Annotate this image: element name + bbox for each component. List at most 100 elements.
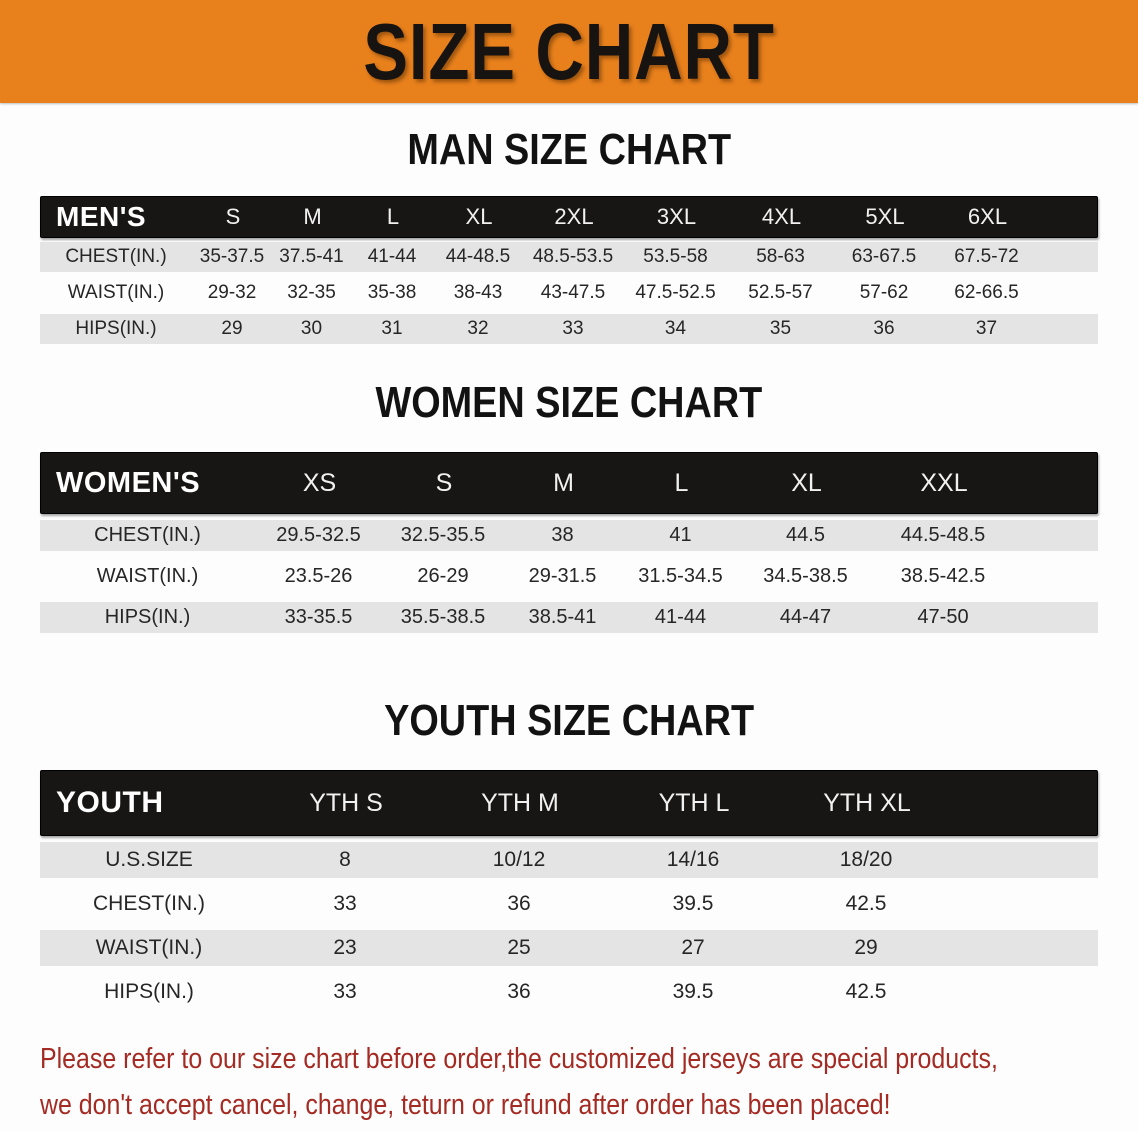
men-col-header: 4XL <box>761 204 802 229</box>
youth-ussize-row: U.S.SIZE 8 10/12 14/16 18/20 <box>40 842 1098 878</box>
cell: 38 <box>551 524 574 546</box>
disclaimer-line-1: Please refer to our size chart before or… <box>40 1043 998 1075</box>
cell: 44.5 <box>786 524 825 546</box>
cell: 42.5 <box>845 980 887 1003</box>
cell: 34.5-38.5 <box>763 565 848 587</box>
cell: 41-44 <box>654 606 707 628</box>
cell: 36 <box>507 980 531 1003</box>
cell: 37.5-41 <box>279 246 344 267</box>
women-table-header-row: WOMEN'S XS S M L XL XXL <box>40 452 1098 514</box>
cell: 25 <box>507 936 531 959</box>
men-section-heading-text: MAN SIZE CHART <box>407 125 731 174</box>
cell: 29 <box>854 936 878 959</box>
row-label: HIPS(IN.) <box>104 606 191 628</box>
cell: 29-32 <box>207 282 257 303</box>
youth-waist-row: WAIST(IN.) 23 25 27 29 <box>40 930 1098 966</box>
cell: 32.5-35.5 <box>400 524 486 546</box>
women-table-title: WOMEN'S <box>56 466 201 499</box>
cell: 23.5-26 <box>284 565 353 587</box>
cell: 29-31.5 <box>528 565 597 587</box>
women-hips-row: HIPS(IN.) 33-35.5 35.5-38.5 38.5-41 41-4… <box>40 602 1098 633</box>
cell: 31.5-34.5 <box>638 565 723 587</box>
cell: 58-63 <box>756 246 805 267</box>
youth-table-header-row: YOUTH YTH S YTH M YTH L YTH XL <box>40 770 1098 836</box>
women-col-header: XL <box>791 468 822 497</box>
cell: 39.5 <box>672 892 714 915</box>
banner-title: SIZE CHART <box>363 6 775 96</box>
cell: 33 <box>333 980 357 1003</box>
women-col-header: L <box>674 468 689 497</box>
cell: 10/12 <box>492 848 546 871</box>
row-label: U.S.SIZE <box>105 848 193 871</box>
men-col-header: 5XL <box>865 204 905 229</box>
youth-table-title: YOUTH <box>56 786 164 819</box>
men-col-header: XL <box>465 204 493 229</box>
row-label: HIPS(IN.) <box>104 980 194 1003</box>
men-col-header: L <box>386 204 400 229</box>
cell: 33-35.5 <box>284 606 353 628</box>
women-col-header: XXL <box>920 468 968 497</box>
women-waist-row: WAIST(IN.) 23.5-26 26-29 29-31.5 31.5-34… <box>40 561 1098 592</box>
cell: 30 <box>300 318 323 339</box>
women-section-heading: WOMEN SIZE CHART <box>0 381 1138 425</box>
disclaimer: Please refer to our size chart before or… <box>40 1036 1138 1128</box>
cell: 43-47.5 <box>540 282 606 303</box>
cell: 47.5-52.5 <box>635 282 716 303</box>
cell: 36 <box>507 892 531 915</box>
cell: 18/20 <box>839 848 893 871</box>
cell: 39.5 <box>672 980 714 1003</box>
men-hips-row: HIPS(IN.) 29 30 31 32 33 34 35 36 37 <box>40 314 1098 344</box>
men-col-header: 2XL <box>554 204 594 229</box>
women-chest-row: CHEST(IN.) 29.5-32.5 32.5-35.5 38 41 44.… <box>40 520 1098 551</box>
men-table-header-row: MEN'S S M L XL 2XL 3XL 4XL 5XL 6XL <box>40 196 1098 238</box>
cell: 26-29 <box>417 565 469 587</box>
cell: 33 <box>333 892 357 915</box>
youth-size-table: YOUTH YTH S YTH M YTH L YTH XL U.S.SIZE … <box>40 770 1098 1010</box>
men-col-header: S <box>225 204 241 229</box>
cell: 35.5-38.5 <box>400 606 486 628</box>
cell: 41 <box>669 524 692 546</box>
youth-hips-row: HIPS(IN.) 33 36 39.5 42.5 <box>40 974 1098 1010</box>
row-label: WAIST(IN.) <box>95 936 203 959</box>
cell: 53.5-58 <box>643 246 708 267</box>
cell: 38.5-42.5 <box>900 565 986 587</box>
cell: 29 <box>221 318 243 339</box>
youth-section-heading-text: YOUTH SIZE CHART <box>383 696 754 745</box>
youth-col-header: YTH M <box>481 788 559 817</box>
disclaimer-line-2: we don't accept cancel, change, teturn o… <box>40 1089 891 1121</box>
women-col-header: XS <box>302 468 337 497</box>
youth-col-header: YTH S <box>309 788 383 817</box>
women-col-header: M <box>553 468 574 497</box>
row-label: HIPS(IN.) <box>75 318 157 339</box>
row-label: CHEST(IN.) <box>65 246 167 267</box>
cell: 29.5-32.5 <box>276 524 361 546</box>
cell: 41-44 <box>367 246 417 267</box>
cell: 35 <box>769 318 792 339</box>
women-size-table: WOMEN'S XS S M L XL XXL CHEST(IN.) 29.5-… <box>40 452 1098 633</box>
cell: 44-48.5 <box>445 246 511 267</box>
cell: 44-47 <box>779 606 832 628</box>
cell: 47-50 <box>917 606 969 628</box>
cell: 34 <box>664 318 687 339</box>
cell: 63-67.5 <box>851 246 917 267</box>
banner: SIZE CHART <box>0 0 1138 103</box>
cell: 35-38 <box>367 282 417 303</box>
men-size-table: MEN'S S M L XL 2XL 3XL 4XL 5XL 6XL CHEST… <box>40 196 1098 344</box>
row-label: WAIST(IN.) <box>67 282 165 303</box>
cell: 37 <box>975 318 998 339</box>
cell: 38-43 <box>453 282 503 303</box>
men-chest-row: CHEST(IN.) 35-37.5 37.5-41 41-44 44-48.5… <box>40 242 1098 272</box>
cell: 14/16 <box>666 848 720 871</box>
cell: 62-66.5 <box>954 282 1019 303</box>
men-table-title: MEN'S <box>56 201 147 232</box>
row-label: CHEST(IN.) <box>94 524 201 546</box>
men-waist-row: WAIST(IN.) 29-32 32-35 35-38 38-43 43-47… <box>40 278 1098 308</box>
cell: 38.5-41 <box>528 606 597 628</box>
cell: 67.5-72 <box>954 246 1019 267</box>
men-col-header: 6XL <box>967 204 1008 229</box>
cell: 8 <box>339 848 351 871</box>
row-label: WAIST(IN.) <box>96 565 199 587</box>
cell: 36 <box>873 318 895 339</box>
cell: 23 <box>333 936 357 959</box>
youth-col-header: YTH XL <box>823 788 911 817</box>
